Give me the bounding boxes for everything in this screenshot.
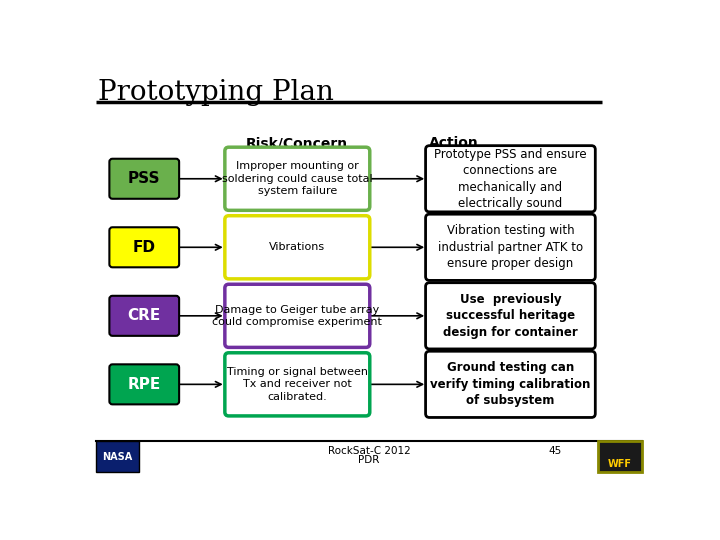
Text: Vibrations: Vibrations bbox=[269, 242, 325, 252]
FancyBboxPatch shape bbox=[426, 146, 595, 212]
Text: Prototyping Plan: Prototyping Plan bbox=[98, 79, 333, 106]
Text: PSS: PSS bbox=[128, 171, 161, 186]
FancyBboxPatch shape bbox=[225, 147, 370, 211]
Text: Improper mounting or
soldering could cause total
system failure: Improper mounting or soldering could cau… bbox=[222, 161, 373, 196]
Text: 45: 45 bbox=[549, 446, 562, 456]
FancyBboxPatch shape bbox=[426, 214, 595, 280]
FancyBboxPatch shape bbox=[426, 351, 595, 417]
Text: Timing or signal between
Tx and receiver not
calibrated.: Timing or signal between Tx and receiver… bbox=[227, 367, 368, 402]
FancyBboxPatch shape bbox=[225, 215, 370, 279]
Text: FD: FD bbox=[132, 240, 156, 255]
FancyBboxPatch shape bbox=[426, 283, 595, 349]
FancyBboxPatch shape bbox=[96, 441, 139, 472]
Text: CRE: CRE bbox=[127, 308, 161, 323]
Text: RockSat-C 2012: RockSat-C 2012 bbox=[328, 446, 410, 456]
Text: PDR: PDR bbox=[359, 455, 379, 465]
FancyBboxPatch shape bbox=[109, 159, 179, 199]
Text: NASA: NASA bbox=[102, 452, 132, 462]
Text: Vibration testing with
industrial partner ATK to
ensure proper design: Vibration testing with industrial partne… bbox=[438, 224, 583, 271]
FancyBboxPatch shape bbox=[109, 296, 179, 336]
FancyBboxPatch shape bbox=[109, 364, 179, 404]
Text: Risk/Concern: Risk/Concern bbox=[246, 137, 348, 151]
Text: Damage to Geiger tube array
could compromise experiment: Damage to Geiger tube array could compro… bbox=[212, 305, 382, 327]
FancyBboxPatch shape bbox=[109, 227, 179, 267]
Text: Use  previously
successful heritage
design for container: Use previously successful heritage desig… bbox=[443, 293, 578, 339]
Text: RPE: RPE bbox=[127, 377, 161, 392]
Text: Prototype PSS and ensure
connections are
mechanically and
electrically sound: Prototype PSS and ensure connections are… bbox=[434, 147, 587, 210]
Text: WFF: WFF bbox=[608, 458, 632, 469]
FancyBboxPatch shape bbox=[225, 353, 370, 416]
FancyBboxPatch shape bbox=[598, 441, 642, 472]
FancyBboxPatch shape bbox=[225, 284, 370, 347]
Text: Action: Action bbox=[428, 137, 478, 151]
Text: Ground testing can
verify timing calibration
of subsystem: Ground testing can verify timing calibra… bbox=[431, 361, 590, 407]
